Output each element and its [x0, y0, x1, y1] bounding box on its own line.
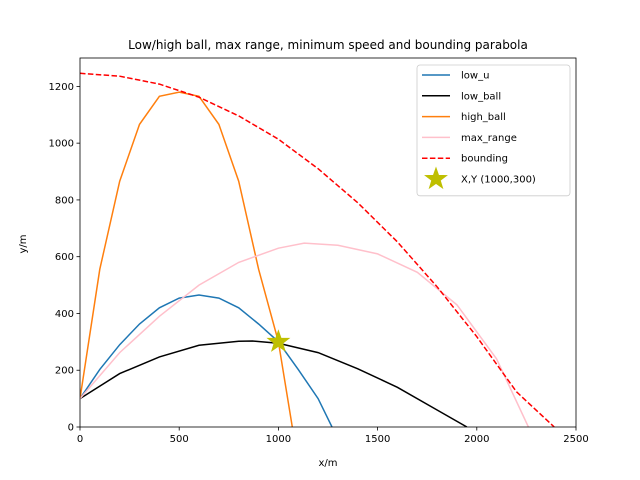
- series-line-max-range: [80, 242, 530, 427]
- y-tick-label: 400: [55, 309, 74, 320]
- legend-label: bounding: [461, 154, 508, 165]
- x-tick-label: 0: [77, 434, 83, 445]
- series-line-bounding: [80, 72, 555, 427]
- y-tick-label: 0: [68, 423, 74, 434]
- y-tick-label: 800: [55, 195, 74, 206]
- series-line-low-ball: [80, 340, 468, 427]
- x-tick-label: 1000: [266, 434, 291, 445]
- legend: low_u low_ball high_ball max_range bounding X…: [416, 64, 571, 197]
- x-axis-label: x/m: [318, 458, 337, 469]
- y-tick-label: 1000: [49, 139, 74, 150]
- y-tick-label: 200: [55, 366, 74, 377]
- legend-label: low_u: [461, 71, 489, 82]
- x-tick-label: 500: [170, 434, 189, 445]
- chart-title: Low/high ball, max range, minimum speed …: [128, 38, 528, 52]
- y-tick-label: 600: [55, 252, 74, 263]
- series-line-low-u: [80, 294, 333, 427]
- axes-frame: [79, 57, 577, 428]
- plot-area: 0 500 1000 1500 2000 2500 0 200 400 600 800 1000 120…: [49, 57, 589, 445]
- series-group: [80, 72, 555, 427]
- legend-label: X,Y (1000,300): [461, 175, 536, 186]
- legend-label: high_ball: [461, 112, 506, 123]
- legend-label: max_range: [461, 133, 517, 144]
- y-tick-label: 1200: [49, 82, 74, 93]
- x-tick-label: 2000: [464, 434, 489, 445]
- legend-swatch-marker: [424, 166, 448, 190]
- x-tick-label: 2500: [563, 434, 588, 445]
- series-line-high-ball: [80, 91, 294, 427]
- y-axis-label: y/m: [18, 234, 29, 253]
- x-tick-label: 1500: [365, 434, 390, 445]
- legend-label: low_ball: [461, 91, 501, 102]
- marker-target-point: [266, 329, 291, 352]
- legend-box: [416, 64, 571, 197]
